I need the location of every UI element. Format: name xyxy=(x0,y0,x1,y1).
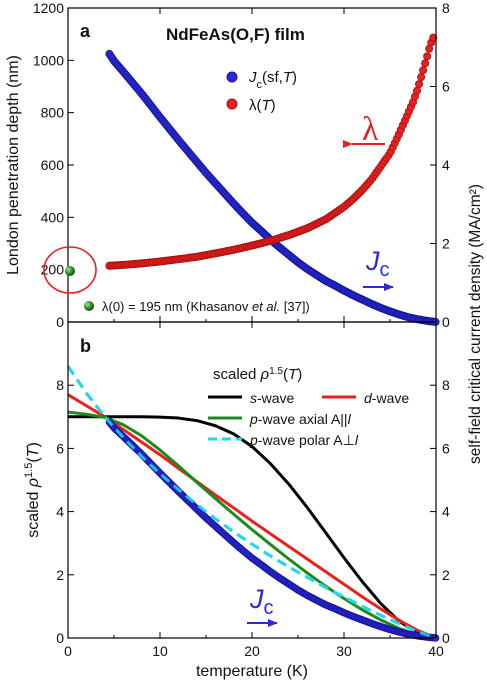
y-tick-label: 6 xyxy=(56,440,64,456)
lambda0-highlight-circle xyxy=(43,246,97,294)
panel-a-letter: a xyxy=(80,21,91,41)
x-axis-label: temperature (K) xyxy=(196,663,308,680)
y-tick-label: 0 xyxy=(56,630,64,646)
y-tick-label: 4 xyxy=(56,504,64,520)
lambda-point xyxy=(423,52,432,61)
legend-b: scaled ρ1.5(T) s-wave d-wave p-wave axia… xyxy=(208,366,409,448)
legend-lambda-label: λ(T) xyxy=(249,97,276,114)
s-wave-curve xyxy=(68,415,437,640)
p-wave-axial-curve xyxy=(67,410,437,640)
y-tick-label: 800 xyxy=(41,105,65,121)
jc-arrow-label-b: Jc xyxy=(249,584,274,619)
y-tick-label-right: 4 xyxy=(442,157,450,173)
lambda-point xyxy=(415,80,424,89)
y-tick-label: 400 xyxy=(41,209,65,225)
x-tick-label: 40 xyxy=(428,643,444,659)
y-tick-label-right: 2 xyxy=(442,567,450,583)
lambda-point xyxy=(429,33,438,42)
legend-jc-marker xyxy=(226,71,238,83)
lambda0-legend-marker xyxy=(84,301,94,311)
y-tick-label-right: 8 xyxy=(442,0,450,16)
panel-a-title: NdFeAs(O,F) film xyxy=(166,25,305,44)
lambda-point xyxy=(419,66,428,75)
panel-b-letter: b xyxy=(80,336,91,356)
legend-lambda-marker xyxy=(226,98,238,110)
y-tick-label: 1200 xyxy=(33,0,64,16)
jc-series-b xyxy=(66,365,440,642)
lambda-series-a xyxy=(105,33,438,270)
legend-a: Jc(sf,T) λ(T) xyxy=(226,69,297,114)
d-wave-curve xyxy=(67,393,437,640)
legend-s-wave-label: s-wave xyxy=(250,390,295,406)
y-tick-label: 8 xyxy=(56,377,64,393)
y-axis-label-b: scaled ρ1.5(T) xyxy=(23,442,42,538)
x-tick-label: 20 xyxy=(244,643,260,659)
y-tick-label-right: 0 xyxy=(442,630,450,646)
lambda0-point xyxy=(65,265,75,276)
y-tick-label-right: 6 xyxy=(442,79,450,95)
y-tick-label: 600 xyxy=(41,157,65,173)
y-axis-label-a: London penetration depth (nm) xyxy=(5,55,22,275)
y-tick-label: 1000 xyxy=(33,52,64,68)
x-tick-label: 30 xyxy=(336,643,352,659)
lambda-point xyxy=(417,73,426,82)
y-tick-label-right: 0 xyxy=(442,314,450,330)
x-tick-label: 0 xyxy=(64,643,72,659)
panel-a: 0 200 400 600 800 1000 1200 0 2 4 6 8 a NdFeAs(O,F)… xyxy=(5,0,484,464)
lambda0-note: λ(0) = 195 nm (Khasanov et al. [37]) xyxy=(102,299,310,314)
y-tick-label-right: 4 xyxy=(442,504,450,520)
lambda-point xyxy=(413,86,422,95)
y-tick-label: 0 xyxy=(56,314,64,330)
p-wave-polar-curve-overlay xyxy=(66,365,437,640)
legend-b-title: scaled ρ1.5(T) xyxy=(213,366,302,384)
panel-a-ticks: 0 200 400 600 800 1000 1200 0 2 4 6 8 xyxy=(33,0,450,330)
legend-jc-label: Jc(sf,T) xyxy=(248,69,297,91)
lambda-point xyxy=(421,59,430,68)
legend-p-axial-label: p-wave axial A||l xyxy=(249,411,352,427)
y-axis-label-right: self-field critical current density (MA/… xyxy=(467,184,484,464)
y-tick-label: 200 xyxy=(41,262,65,278)
lambda-arrow-label: λ xyxy=(362,111,379,148)
y-tick-label: 2 xyxy=(56,567,64,583)
jc-arrow-label-a: Jc xyxy=(365,246,390,281)
legend-p-polar-label: p-wave polar A⊥l xyxy=(249,432,359,448)
jc-series-a xyxy=(105,49,440,326)
y-tick-label-right: 2 xyxy=(442,236,450,252)
y-tick-label-right: 6 xyxy=(442,440,450,456)
x-tick-label: 10 xyxy=(152,643,168,659)
legend-d-wave-label: d-wave xyxy=(364,390,409,406)
y-tick-label-right: 8 xyxy=(442,377,450,393)
